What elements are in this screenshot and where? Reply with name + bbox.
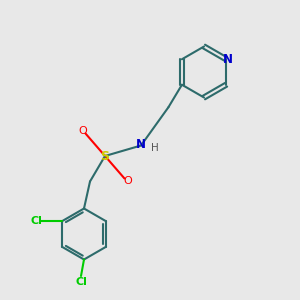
Text: O: O <box>78 125 87 136</box>
Text: Cl: Cl <box>31 216 42 226</box>
Text: O: O <box>123 176 132 187</box>
Text: H: H <box>151 143 158 154</box>
Text: S: S <box>100 149 109 163</box>
Text: N: N <box>223 53 232 66</box>
Text: Cl: Cl <box>75 277 87 287</box>
Text: N: N <box>135 137 146 151</box>
